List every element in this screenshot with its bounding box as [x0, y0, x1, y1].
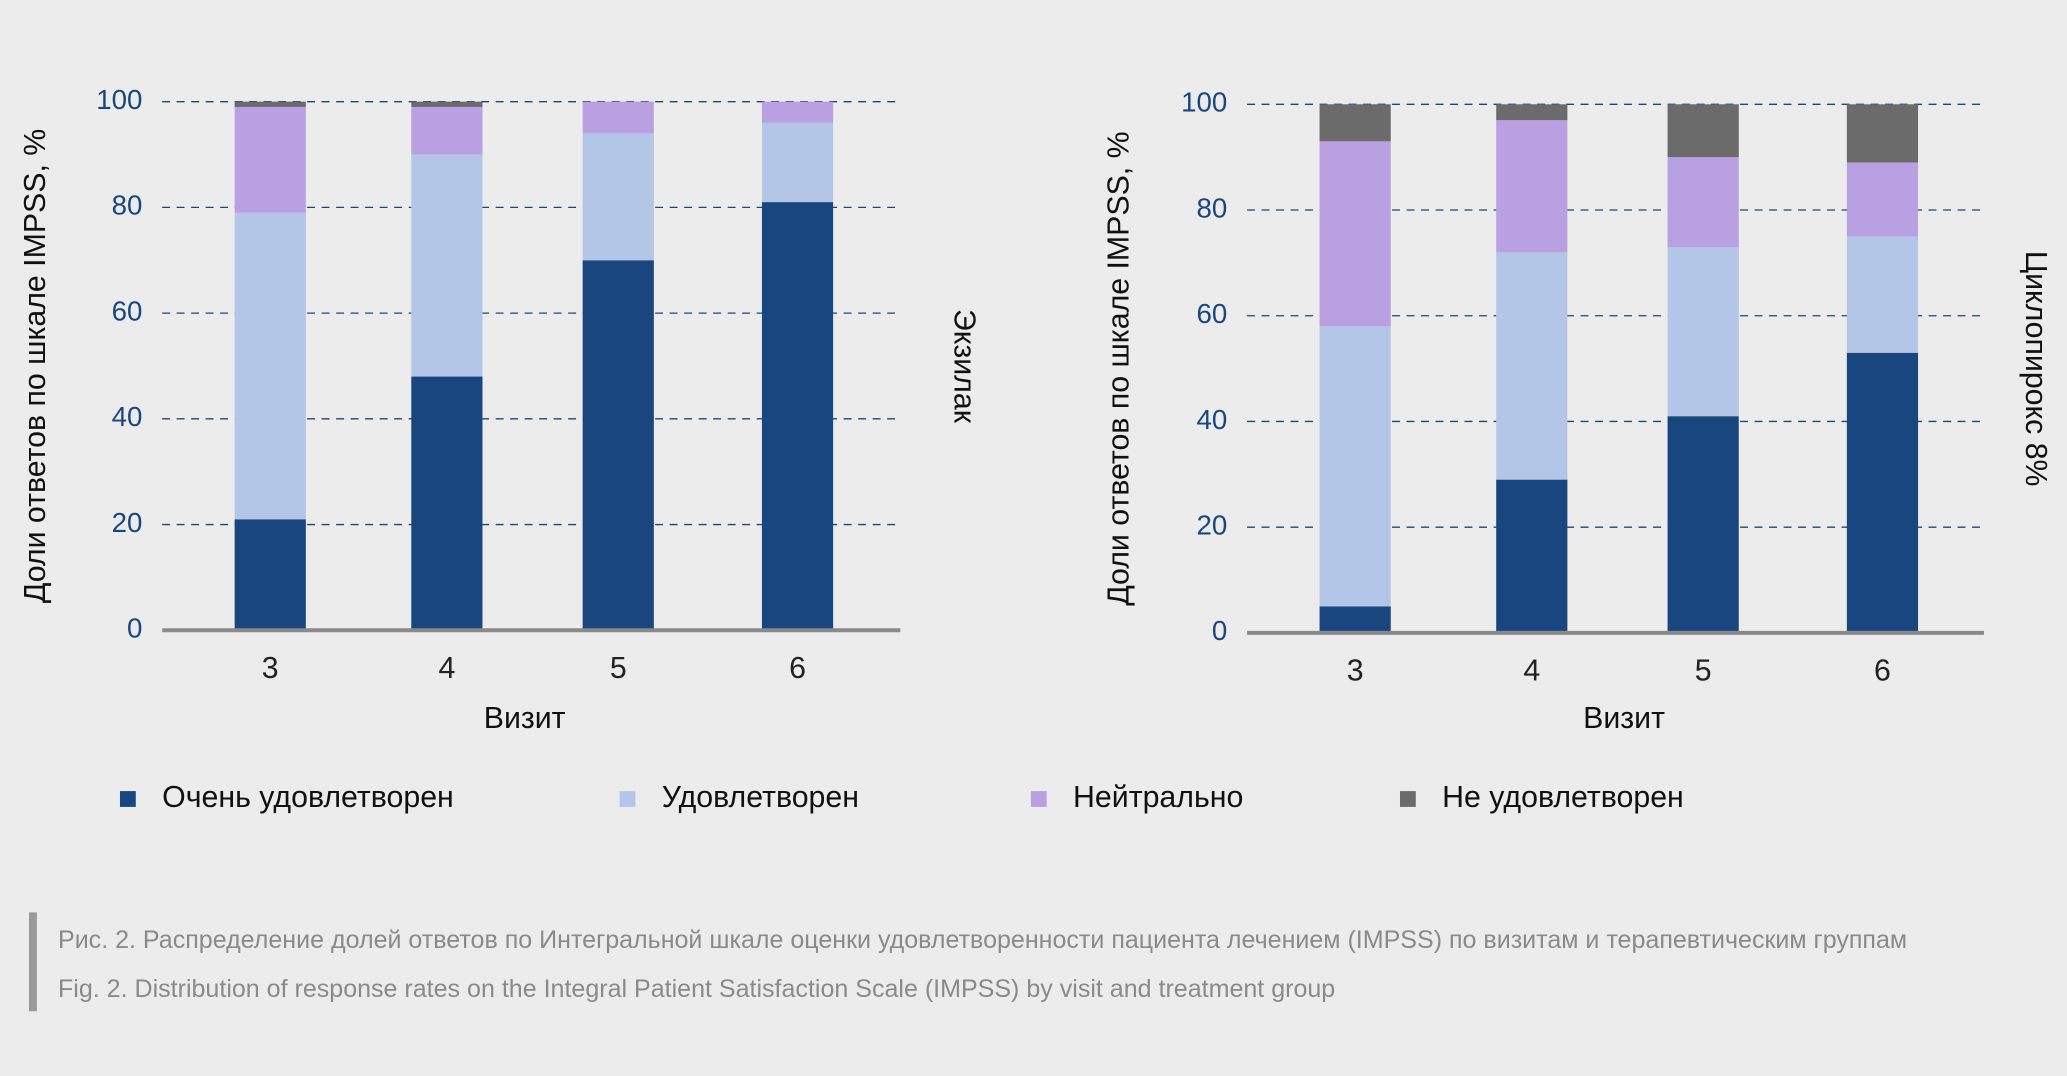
- y-tick-label: 0: [1212, 615, 1227, 646]
- y-tick-label: 40: [112, 401, 143, 432]
- bar-segment: [761, 122, 834, 203]
- y-tick-label: 100: [1181, 87, 1227, 118]
- x-tick-label: 6: [789, 652, 806, 685]
- bar-segment: [411, 106, 483, 155]
- bar-segment: [1496, 479, 1568, 633]
- caption-bar: [29, 912, 37, 1012]
- bar-segment: [1496, 104, 1568, 121]
- x-tick-label: 5: [1695, 654, 1712, 687]
- bar-segment: [234, 519, 306, 631]
- y-tick-label: 20: [112, 507, 143, 538]
- legend-swatch: [1030, 791, 1047, 807]
- bar-segment: [1667, 416, 1739, 633]
- bar-segment: [761, 101, 834, 123]
- bar-segment: [1667, 157, 1739, 248]
- legend-label: Очень удовлетворен: [162, 781, 454, 814]
- y-tick-label: 60: [112, 295, 143, 326]
- bar-segment: [582, 260, 654, 631]
- bar-segment: [234, 106, 306, 213]
- y-tick-label: 80: [112, 190, 143, 221]
- legend-swatch: [119, 791, 136, 807]
- bar-segment: [761, 202, 834, 631]
- bar-segment: [1319, 141, 1391, 327]
- bar-segment: [1496, 120, 1568, 253]
- bar-segment: [1667, 104, 1739, 158]
- y-tick-label: 0: [127, 613, 142, 644]
- x-tick-label: 3: [262, 652, 279, 685]
- bar-segment: [1846, 352, 1919, 633]
- y-axis-label: Доли ответов по шкале IMPSS, %: [19, 129, 52, 603]
- caption-en: Fig. 2. Distribution of response rates o…: [58, 975, 1335, 1003]
- x-tick-label: 4: [1523, 654, 1540, 687]
- bar-segment: [1846, 236, 1919, 353]
- bar-segment: [1319, 606, 1391, 633]
- bar-segment: [1496, 252, 1568, 480]
- y-axis-label: Доли ответов по шкале IMPSS, %: [1103, 131, 1136, 605]
- chart-title: Экзилак: [947, 309, 980, 424]
- bar-segment: [1319, 326, 1391, 607]
- bar-segment: [1846, 162, 1919, 237]
- legend-label: Удовлетворен: [662, 781, 859, 814]
- x-tick-label: 5: [610, 652, 627, 685]
- caption-ru: Рис. 2. Распределение долей ответов по И…: [58, 926, 1907, 954]
- bar-segment: [234, 101, 306, 107]
- y-tick-label: 80: [1197, 192, 1228, 223]
- legend-swatch: [619, 791, 636, 807]
- bar-segment: [582, 101, 654, 134]
- y-tick-label: 40: [1197, 404, 1228, 435]
- bar-segment: [1846, 104, 1919, 163]
- bar-segment: [1667, 247, 1739, 417]
- legend-label: Нейтрально: [1073, 781, 1243, 814]
- x-axis-label: Визит: [1583, 702, 1665, 735]
- legend-swatch: [1399, 791, 1416, 807]
- x-tick-label: 6: [1874, 654, 1891, 687]
- chart-title: Циклопирокс 8%: [2019, 251, 2052, 487]
- x-tick-label: 3: [1347, 654, 1364, 687]
- bar-segment: [411, 154, 483, 377]
- x-tick-label: 4: [438, 652, 455, 685]
- bar-segment: [411, 101, 483, 107]
- bar-segment: [234, 212, 306, 520]
- x-axis-label: Визит: [484, 702, 566, 735]
- bar-segment: [582, 133, 654, 261]
- bar-segment: [411, 376, 483, 631]
- legend-label: Не удовлетворен: [1442, 781, 1684, 814]
- y-tick-label: 20: [1197, 510, 1228, 541]
- y-tick-label: 60: [1197, 298, 1228, 329]
- y-tick-label: 100: [96, 84, 142, 115]
- bar-segment: [1319, 104, 1391, 142]
